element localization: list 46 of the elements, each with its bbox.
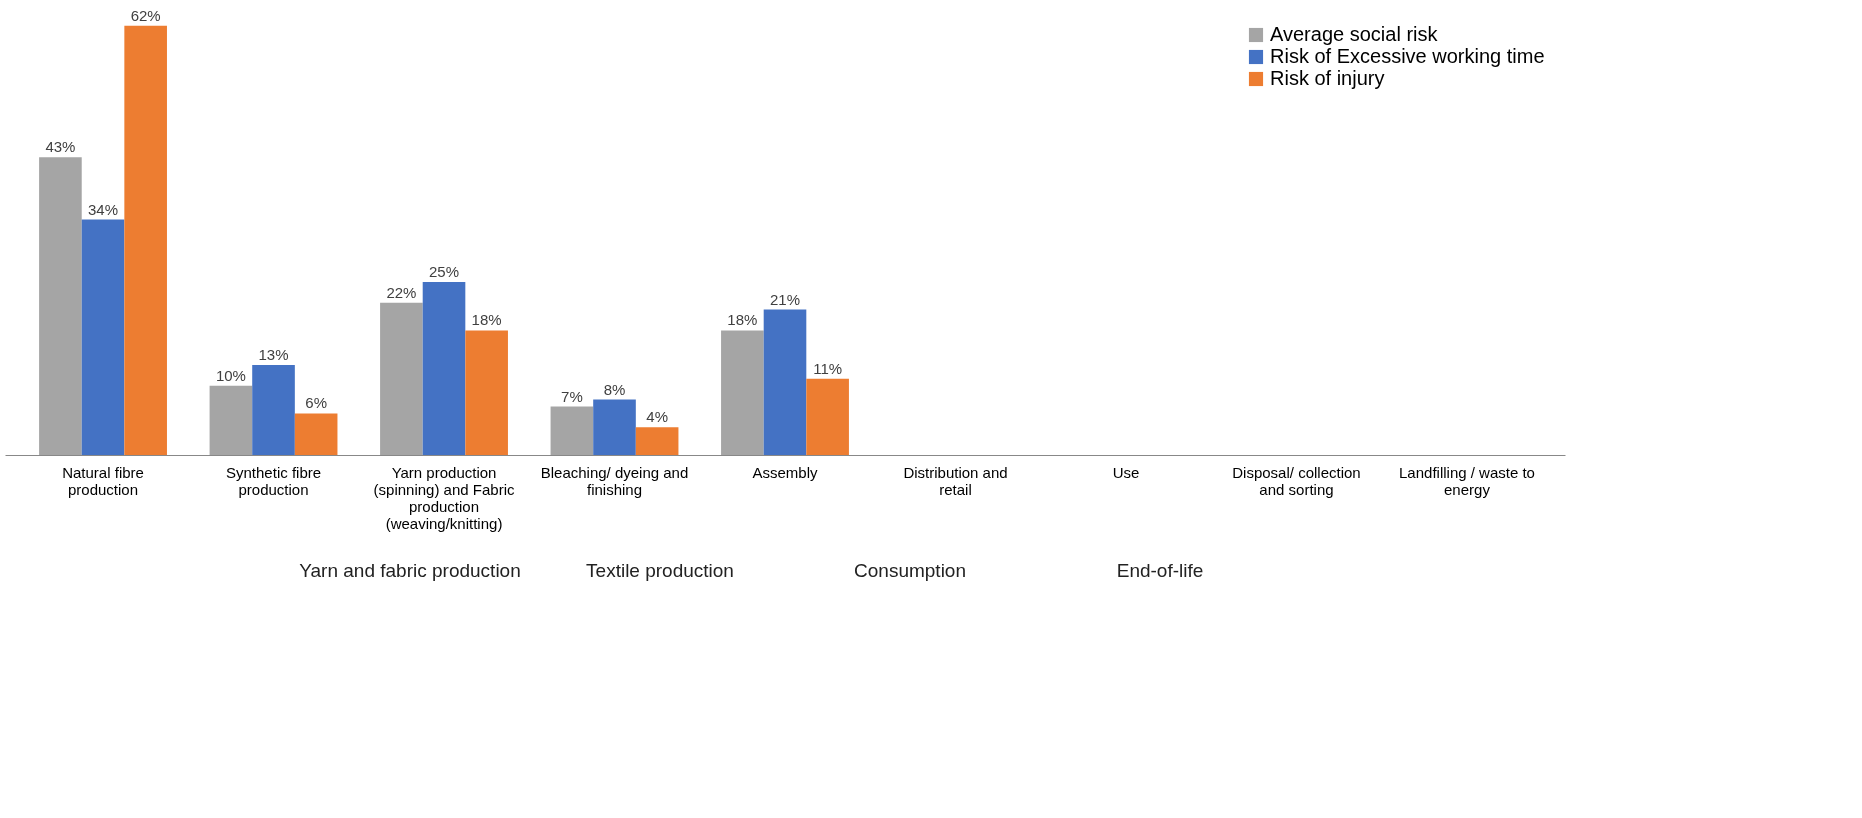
data-label: 6% (305, 394, 327, 412)
bar (721, 330, 764, 455)
data-label: 4% (646, 408, 668, 426)
bar (81, 219, 125, 455)
data-label: 8% (603, 380, 626, 398)
data-label: 62% (130, 6, 161, 24)
data-label: 10% (215, 366, 246, 384)
data-label: 13% (258, 346, 289, 363)
text: Textile production (586, 560, 734, 581)
bar (806, 378, 849, 455)
x-tick-label: Use (1112, 463, 1140, 481)
data-label: 18% (471, 311, 502, 329)
text: End-of-life (1116, 560, 1204, 581)
bar (763, 309, 807, 455)
bar (593, 399, 636, 455)
data-label: 7% (561, 387, 583, 405)
data-label: 21% (769, 290, 801, 308)
bar (550, 406, 594, 455)
x-tick-label: Yarn production (spinning) and Fabric production (weaving/knitting) (373, 463, 515, 532)
bar (124, 25, 167, 455)
legend-label: Risk of injury (1270, 67, 1385, 89)
bar (209, 385, 253, 455)
bar (252, 365, 295, 455)
x-tick-label: Synthetic fibre production (226, 463, 322, 498)
x-tick-label: Natural fibre production (62, 463, 144, 498)
x-tick-label: Disposal/ collection and sorting (1232, 463, 1361, 498)
data-label: 18% (727, 311, 758, 329)
data-label: 22% (386, 283, 417, 301)
data-label: 25% (429, 262, 460, 280)
x-tick-label: Bleaching/ dyeing and finishing (540, 463, 689, 498)
text: Consumption (854, 560, 966, 581)
bar (294, 413, 338, 455)
bar (422, 281, 466, 455)
legend-label: Average social risk (1270, 23, 1439, 45)
x-tick-label: Assembly (752, 463, 818, 481)
data-label: 11% (813, 359, 843, 377)
bar (635, 427, 679, 455)
legend-label: Risk of Excessive working time (1270, 45, 1545, 67)
data-label: 43% (45, 138, 76, 156)
x-tick-label: Distribution and retail (903, 463, 1008, 498)
bar (380, 302, 423, 455)
x-tick-label: Landfilling / waste to energy (1399, 463, 1535, 498)
data-label: 34% (88, 200, 119, 218)
bar (39, 157, 82, 455)
text: Yarn and fabric production (299, 560, 521, 581)
bar (465, 330, 508, 455)
